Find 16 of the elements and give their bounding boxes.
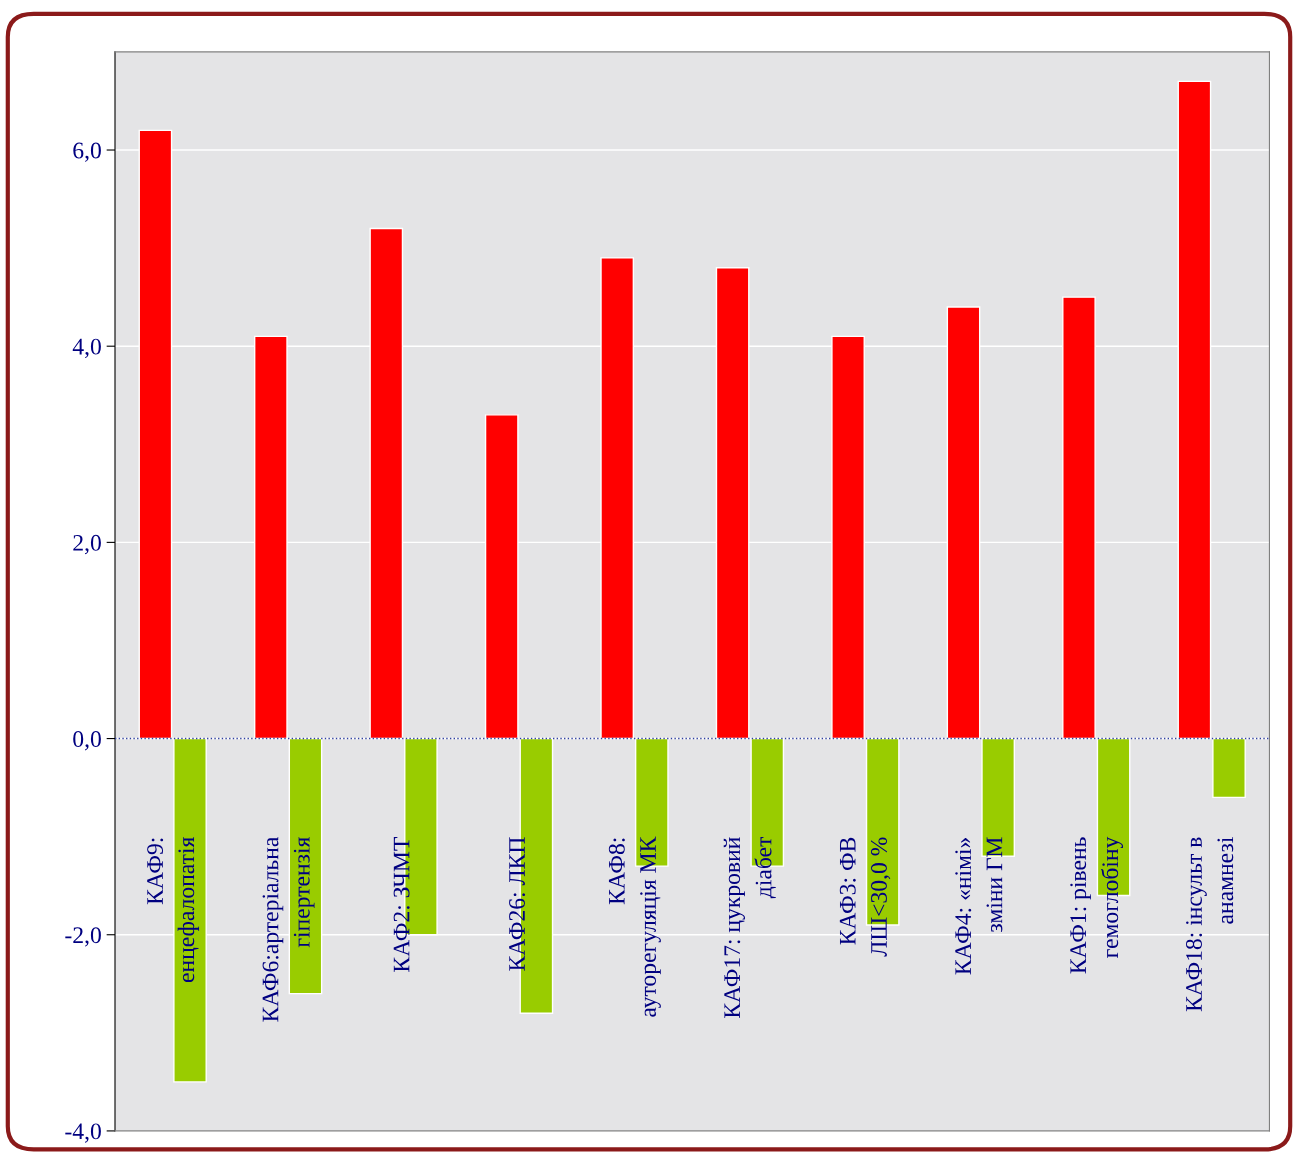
y-tick-label: 4,0: [72, 338, 101, 359]
x-tick-label: КАФ8: ауторегуляція МК: [608, 836, 661, 1017]
y-tick-label: -4,0: [65, 1123, 101, 1143]
y-tick-label: 6,0: [73, 142, 101, 162]
x-tick-label: КАФ4: «німі» зміни ГМ: [955, 837, 1003, 975]
x-tick-label: КАФ17: цукровий діабет: [723, 837, 776, 1018]
x-tick-label: КАФ18: інсульт в анамнезі: [1186, 837, 1234, 1012]
x-tick-label: КАФ26: ЛКП: [509, 837, 526, 971]
y-tick-label: 0,0: [73, 731, 101, 751]
y-tick-label: -2,0: [65, 927, 101, 947]
y-tick-label: 2,0: [73, 534, 101, 555]
x-tick-label: КАФ6:артеріальна гіпертензія: [262, 836, 315, 1022]
x-tick-label: КАФ3: ФВ ЛШ<30,0 %: [839, 837, 891, 957]
x-tick-label: КАФ9: енцефалопатія: [147, 837, 200, 983]
x-tick-label: КАФ1: рівень гемоглобіну: [1070, 836, 1124, 974]
x-tick-label: КАФ2: ЗЧМТ: [393, 837, 410, 972]
